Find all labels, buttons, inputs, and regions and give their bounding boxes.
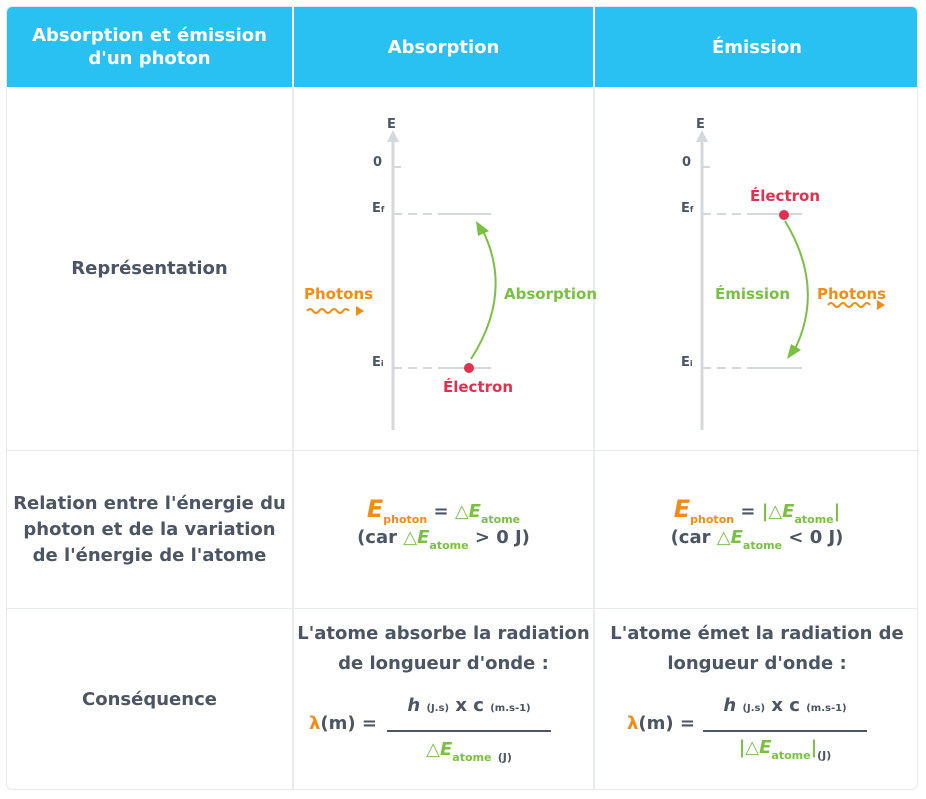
photon-arrowhead-icon — [877, 300, 885, 310]
emission-relation-condition: (car △Eatome < 0 J) — [670, 527, 844, 552]
emission-arrowhead-icon — [787, 344, 801, 359]
axis-label-e: E — [696, 117, 705, 132]
header-absorption-label: Absorption — [387, 36, 500, 58]
electron-dot — [464, 363, 474, 373]
axis-arrow-icon — [696, 130, 708, 142]
ei-label: Ei — [681, 355, 693, 370]
row-label-representation: Représentation — [71, 257, 228, 279]
photon-wave-icon — [827, 302, 871, 308]
column-divider — [292, 87, 294, 789]
relation-label-line3: de l'énergie de l'atome — [32, 544, 267, 566]
header-title-line1: Absorption et émission — [32, 25, 267, 46]
absorption-label: Absorption — [504, 285, 598, 303]
axis-label-e: E — [387, 117, 396, 132]
header-emission-label: Émission — [712, 36, 802, 58]
photon-wave-icon — [306, 308, 350, 314]
emission-consequence-text: L'atome émet la radiation de longueur d'… — [610, 623, 904, 674]
axis-arrow-icon — [387, 130, 399, 142]
emission-denominator: |△Eatome|(J) — [738, 737, 832, 762]
comparison-table: Absorption et émission d'un photon Absor… — [6, 6, 918, 790]
absorption-arrowhead-icon — [476, 221, 489, 236]
photons-label: Photons — [817, 285, 887, 303]
header-cell-absorption: Absorption — [294, 7, 593, 87]
row-label-relation: Relation entre l'énergie du photon et de… — [7, 450, 292, 608]
header-cell-title: Absorption et émission d'un photon — [7, 7, 292, 87]
emission-relation-formula: Ephoton = |△Eatome| — [673, 495, 841, 526]
absorption-relation-formula: Ephoton = △Eatome — [366, 495, 521, 526]
row-label-consequence: Conséquence — [7, 608, 292, 789]
header-cell-emission: Émission — [595, 7, 917, 87]
absorption-fraction-bar — [387, 730, 551, 732]
absorption-diagram — [306, 130, 497, 430]
emission-arrow — [784, 220, 809, 350]
emission-fraction-bar — [703, 730, 867, 732]
header-divider — [593, 7, 595, 87]
emission-numerator: h (J.s) x c (m.s-1) — [723, 695, 847, 716]
absorption-relation-condition: (car △Eatome > 0 J) — [357, 527, 530, 552]
zero-label: 0 — [373, 155, 383, 170]
emission-diagram — [696, 130, 885, 430]
absorption-arrow — [470, 228, 497, 360]
relation-label-line1: Relation entre l'énergie du — [13, 492, 286, 514]
ef-label: Ef — [681, 201, 694, 216]
absorption-consequence-text: L'atome absorbe la radiation de longueur… — [297, 623, 590, 674]
photon-arrowhead-icon — [356, 306, 364, 316]
absorption-lambda: λ(m) = — [309, 713, 377, 734]
ef-label: Ef — [372, 201, 385, 216]
electron-label: Électron — [443, 378, 514, 396]
zero-label: 0 — [682, 155, 692, 170]
ei-label: Ei — [372, 355, 384, 370]
absorption-numerator: h (J.s) x c (m.s-1) — [407, 695, 531, 716]
column-divider — [593, 87, 595, 789]
relation-label-line2: photon et de la variation — [23, 518, 276, 540]
absorption-denominator: △Eatome (J) — [426, 739, 512, 764]
header-divider — [292, 7, 294, 87]
electron-label: Électron — [750, 187, 821, 205]
photons-label: Photons — [304, 285, 374, 303]
electron-dot — [779, 210, 789, 220]
emission-lambda: λ(m) = — [627, 713, 695, 734]
emission-label: Émission — [715, 285, 790, 303]
header-title-line2: d'un photon — [88, 48, 211, 69]
